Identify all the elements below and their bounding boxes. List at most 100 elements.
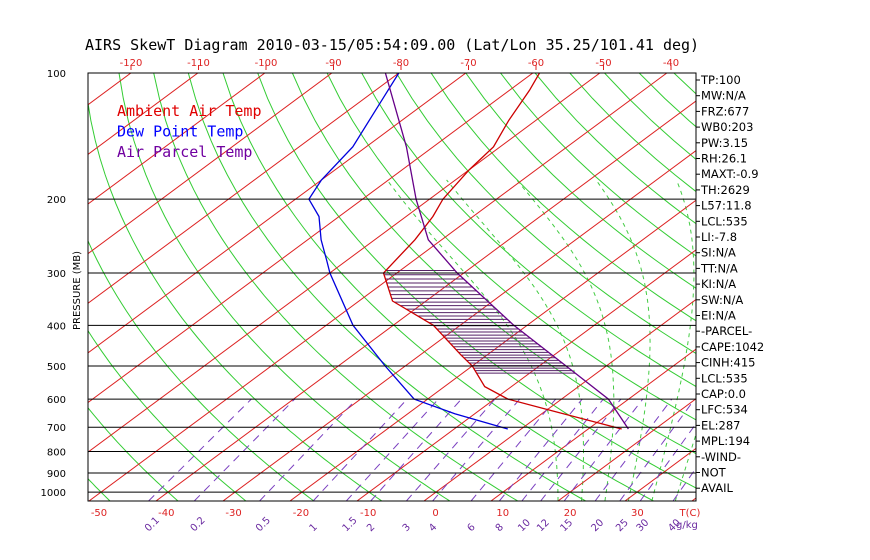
top-temperature-label: -80 (393, 58, 409, 69)
bottom-temperature-label: -20 (293, 508, 309, 519)
dry-adiabat (778, 73, 870, 503)
index-label: TP:100 (700, 73, 741, 87)
dry-adiabat (0, 73, 44, 503)
isotherm (155, 100, 696, 501)
dry-adiabat (395, 73, 696, 355)
index-label: CINH:415 (701, 356, 756, 370)
mixing-ratio-line (432, 398, 520, 501)
top-temperature-label: -120 (120, 58, 143, 69)
isotherm (748, 54, 870, 510)
bottom-temperature-label: -30 (225, 508, 241, 519)
mixing-ratio-label: 0.5 (254, 515, 273, 534)
index-label: TH:2629 (700, 183, 750, 197)
index-label: AVAIL (701, 481, 734, 495)
isotherm (88, 73, 199, 155)
mixing-ratio-label: 15 (558, 517, 575, 534)
moist-adiabat (516, 179, 615, 501)
legend-entry: Air Parcel Temp (117, 143, 252, 161)
isotherm (289, 199, 696, 501)
index-label: -PARCEL- (701, 324, 752, 338)
mixing-ratio-label: 30 (635, 517, 652, 534)
index-label: TT:N/A (700, 261, 738, 275)
index-label: LCL:535 (701, 214, 748, 228)
index-label: NOT (701, 466, 727, 480)
mixing-ratio-label: 2 (365, 522, 377, 534)
index-label: LI:-7.8 (701, 230, 737, 244)
dry-adiabat (465, 73, 696, 289)
mixing-ratio-label: 6 (465, 522, 477, 534)
pressure-tick-label: 300 (47, 269, 66, 280)
pressure-tick-label: 900 (47, 469, 66, 480)
index-label: -WIND- (701, 450, 741, 464)
moist-adiabat (769, 180, 870, 501)
legend-entry: Dew Point Temp (117, 123, 243, 141)
bottom-temperature-label: 10 (496, 508, 509, 519)
index-label: RH:26.1 (701, 152, 747, 166)
dry-adiabat (430, 73, 696, 322)
pressure-tick-label: 400 (47, 321, 66, 332)
bottom-temperature-label: 30 (631, 508, 644, 519)
isotherm (88, 73, 333, 255)
mixing-ratio-label: 12 (535, 517, 552, 534)
isotherm (0, 54, 23, 510)
mixing-ratio-line (470, 398, 557, 501)
pressure-tick-label: 700 (47, 423, 66, 434)
index-label: SI:N/A (701, 246, 736, 260)
mixing-ratio-label: 0.2 (189, 515, 208, 534)
top-temperature-label: -60 (528, 58, 544, 69)
mixing-ratio-label: 10 (516, 517, 533, 534)
moist-adiabat (386, 179, 559, 501)
pressure-tick-label: 200 (47, 195, 66, 206)
index-label: WB0:203 (701, 120, 753, 134)
mixing-ratio-label: 4 (427, 522, 439, 534)
pressure-tick-label: 500 (47, 362, 66, 373)
dry-adiabat (291, 73, 696, 455)
top-temperature-label: -70 (460, 58, 476, 69)
mixing-ratio-line (193, 398, 295, 501)
bottom-temperature-label: -50 (91, 508, 107, 519)
index-label: LCL:535 (701, 371, 748, 385)
isotherm (88, 73, 534, 404)
index-label: PW:3.15 (701, 136, 748, 150)
isotherm (356, 249, 696, 501)
index-label: MW:N/A (701, 89, 746, 103)
isotherm (88, 73, 400, 304)
pressure-tick-label: 600 (47, 395, 66, 406)
dry-adiabat (257, 73, 696, 489)
dry-adiabat (361, 73, 696, 388)
isotherm (88, 73, 601, 453)
isotherm (557, 398, 696, 501)
top-temperature-label: -50 (595, 58, 611, 69)
top-temperature-label: -110 (187, 58, 210, 69)
isotherm (88, 73, 266, 205)
mixing-ratio-label: 20 (589, 517, 606, 534)
mixing-ratio-line (312, 398, 408, 501)
index-label: CAPE:1042 (701, 340, 764, 354)
mixing-ratio-label: 1.5 (341, 515, 360, 534)
ambient-temp-line (382, 73, 622, 430)
mixing-ratio-line (672, 467, 696, 501)
bottom-temperature-label: -40 (158, 508, 174, 519)
dry-adiabat (813, 73, 870, 503)
dry-adiabat (847, 73, 870, 503)
index-label: FRZ:677 (701, 104, 749, 118)
pressure-tick-label: 100 (47, 69, 66, 80)
index-label: EI:N/A (701, 309, 736, 323)
moist-adiabat (746, 180, 870, 501)
moist-adiabat (595, 179, 651, 501)
mixing-ratio-label: 1 (308, 522, 320, 534)
mixing-ratio-label: 8 (494, 522, 506, 534)
moist-adiabat (793, 180, 870, 501)
mixing-ratio-line (148, 398, 252, 501)
dry-adiabat (326, 73, 696, 421)
plot-frame (87, 72, 697, 502)
dry-adiabat (638, 73, 696, 128)
pressure-tick-label: 1000 (41, 488, 66, 499)
index-label: MAXT:-0.9 (701, 167, 759, 181)
isotherm (423, 298, 696, 501)
top-temperature-label: -100 (255, 58, 278, 69)
bottom-temperature-label: 20 (564, 508, 577, 519)
chart-title: AIRS SkewT Diagram 2010-03-15/05:54:09.0… (85, 36, 699, 54)
mixing-ratio-line (594, 398, 673, 501)
